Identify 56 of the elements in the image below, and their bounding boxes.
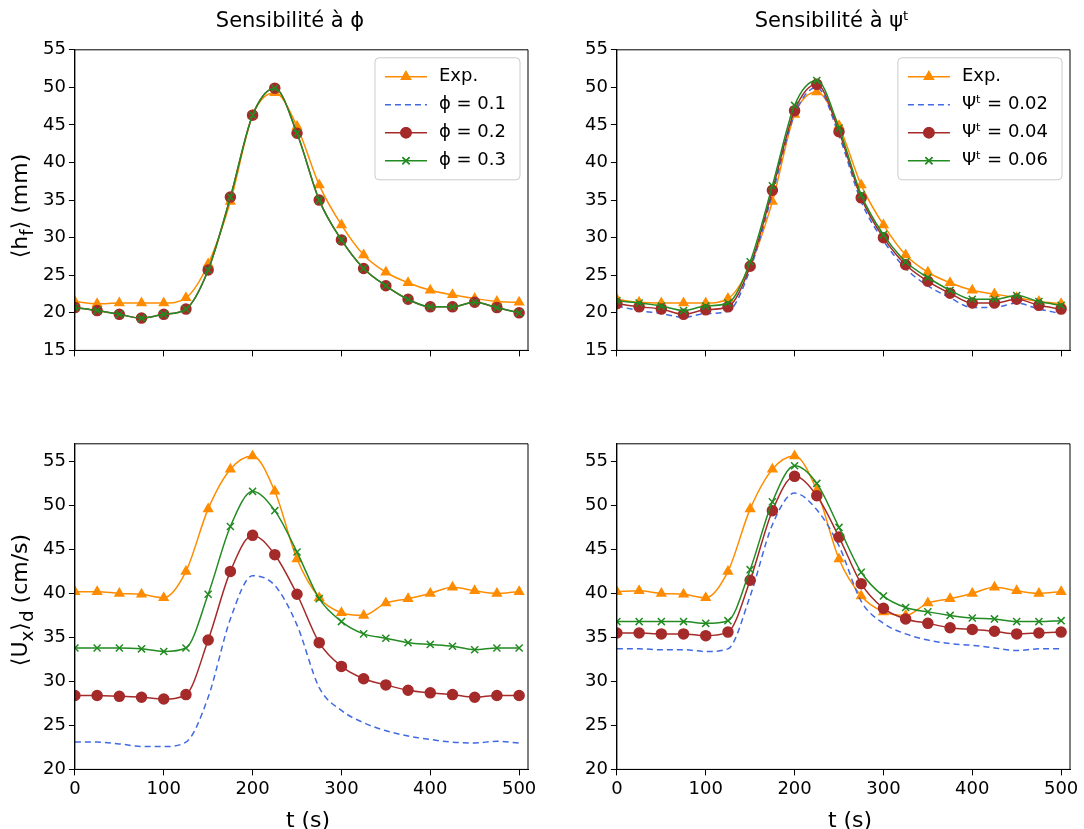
y-tick-label: 35 [43,187,66,209]
y-tick-label: 25 [585,713,608,735]
y-tick-label: 30 [585,225,608,247]
y-tick-label: 20 [43,757,66,779]
legend-label: ϕ = 0.3 [438,148,507,170]
legend-label: Ψᵗ = 0.06 [961,148,1049,170]
x-tick-label: 300 [866,776,901,798]
y-tick-label: 45 [43,112,66,134]
y-tick-label: 40 [43,150,66,172]
y-tick-label: 55 [43,37,66,59]
y-tick-label: 50 [43,493,66,515]
y-tick-label: 20 [585,300,608,322]
y-tick-label: 25 [43,713,66,735]
y-tick-label: 40 [585,150,608,172]
y-tick-label: 35 [585,187,608,209]
x-tick-label: 200 [777,776,812,798]
y-tick-label: 20 [585,757,608,779]
legend-label: Ψᵗ = 0.04 [961,120,1049,142]
legend-label: Ψᵗ = 0.02 [961,92,1049,114]
chart-title: Sensibilité à ψᵗ [753,8,911,32]
legend-label: ϕ = 0.1 [438,92,507,114]
x-tick-label: 200 [235,776,270,798]
y-tick-label: 45 [585,537,608,559]
y-tick-label: 55 [585,37,608,59]
x-tick-label: 400 [955,776,990,798]
y-tick-label: 45 [585,112,608,134]
y-tick-label: 45 [43,537,66,559]
y-tick-label: 30 [43,669,66,691]
y-tick-label: 25 [43,262,66,284]
y-tick-label: 50 [585,493,608,515]
x-tick-label: 500 [501,776,537,798]
x-tick-label: 0 [69,776,81,798]
y-tick-label: 50 [43,75,66,97]
y-tick-label: 35 [43,625,66,647]
legend-label: ϕ = 0.2 [438,120,507,142]
y-tick-label: 30 [43,225,66,247]
y-tick-label: 15 [585,338,608,360]
x-tick-label: 0 [611,776,623,798]
y-tick-label: 20 [43,300,66,322]
y-tick-label: 40 [585,581,608,603]
y-tick-label: 50 [585,75,608,97]
y-tick-label: 30 [585,669,608,691]
y-tick-label: 25 [585,262,608,284]
y-tick-label: 55 [585,449,608,471]
y-tick-label: 40 [43,581,66,603]
x-tick-label: 500 [1043,776,1079,798]
x-tick-label: 100 [688,776,723,798]
legend-label: Exp. [438,64,479,86]
chart-title: Sensibilité à ϕ [214,8,366,32]
y-tick-label: 35 [585,625,608,647]
x-tick-label: 100 [146,776,181,798]
y-tick-label: 15 [43,338,66,360]
y-tick-label: 55 [43,449,66,471]
x-tick-label: 400 [413,776,448,798]
x-tick-label: 300 [324,776,359,798]
legend-label: Exp. [961,64,1002,86]
